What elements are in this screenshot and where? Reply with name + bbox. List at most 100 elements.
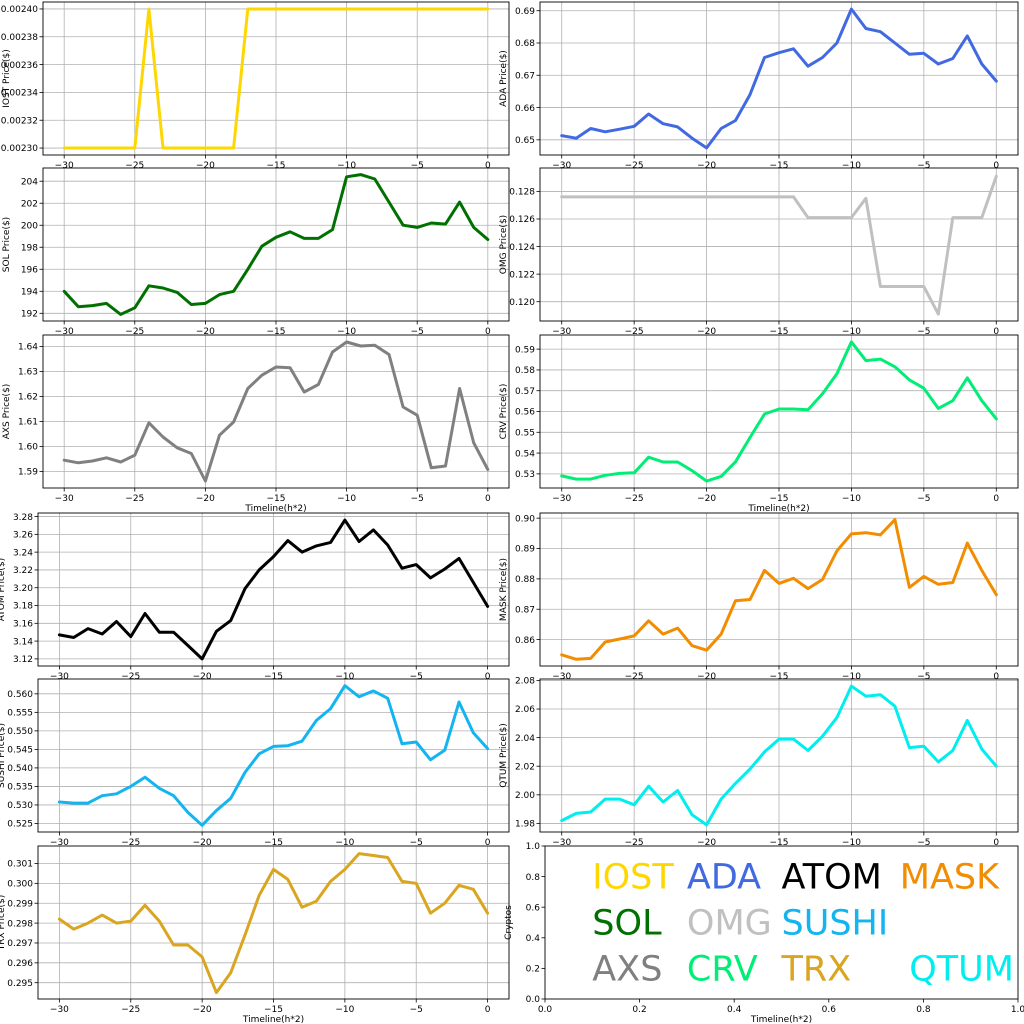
axes-frame (37, 845, 510, 1000)
x-tick-label: −25 (625, 672, 644, 682)
y-tick-label: 198 (21, 243, 38, 253)
x-tick-label: −5 (410, 672, 423, 682)
x-tick-label: −10 (337, 494, 356, 504)
x-axis-label: Timeline(h*2) (750, 1015, 812, 1024)
x-tick-label: −20 (193, 1005, 212, 1015)
y-tick-label: 0.296 (7, 959, 33, 969)
y-tick-label: 0.545 (7, 746, 33, 756)
x-tick-label: 0 (485, 494, 491, 504)
x-tick-label: −10 (335, 672, 354, 682)
x-tick-label: −5 (917, 327, 930, 337)
y-tick-label: 0.66 (515, 104, 535, 114)
panel-5: −30 −25 −20 −15 −10 −5 0 0.53 0.54 0.55 0.56 0.57 0.… (499, 334, 1019, 514)
y-tick-label: 1.62 (18, 393, 38, 403)
y-tick-label: 3.24 (13, 548, 33, 558)
x-tick-label: −15 (264, 838, 283, 848)
y-tick-label: 0.120 (509, 298, 535, 308)
x-tick-label: −20 (196, 327, 215, 337)
x-tick-label: −5 (410, 838, 423, 848)
x-tick-label: −10 (842, 672, 861, 682)
y-tick-label: 0.8 (526, 873, 541, 883)
axes-frame (544, 845, 1019, 1000)
x-tick-label: −10 (842, 161, 861, 171)
x-tick-label: −30 (552, 494, 571, 504)
x-tick-label: −25 (625, 161, 644, 171)
y-tick-label: 194 (21, 287, 38, 297)
y-axis-label: TRX Price($) (0, 895, 7, 951)
axes-frame (37, 512, 510, 667)
y-tick-label: 204 (21, 177, 38, 187)
y-tick-label: 0.00236 (1, 61, 38, 71)
axes-frame (42, 167, 510, 322)
x-tick-label: −25 (121, 1005, 140, 1015)
y-tick-label: 3.20 (13, 584, 33, 594)
y-tick-label: 0.530 (7, 801, 33, 811)
x-tick-label: 0 (485, 672, 491, 682)
x-tick-label: −30 (50, 672, 69, 682)
y-tick-label: 200 (21, 221, 38, 231)
panel-6: −30 −25 −20 −15 −10 −5 0 3.12 3.14 3.16 3.18 3.20 3.… (0, 512, 510, 682)
series-line (62, 7, 490, 150)
panel-2: −30 −25 −20 −15 −10 −5 0 192 194 196 198 200 202 204 S… (2, 167, 510, 337)
x-tick-label: −5 (917, 161, 930, 171)
x-tick-label: −20 (697, 161, 716, 171)
x-tick-label: 0 (993, 672, 999, 682)
y-tick-label: 2.06 (515, 705, 535, 715)
y-tick-label: 0.298 (7, 919, 33, 929)
series-line (57, 518, 490, 661)
x-tick-label: 0 (993, 327, 999, 337)
y-tick-label: 1.61 (18, 418, 38, 428)
x-tick-label: −30 (552, 161, 571, 171)
y-tick-label: 3.28 (13, 513, 33, 523)
y-tick-label: 0.0 (526, 995, 541, 1005)
crypto-label: AXS (592, 949, 662, 989)
y-tick-label: 0.00234 (1, 89, 38, 99)
y-tick-label: 0.88 (515, 575, 535, 585)
panel-3: −30 −25 −20 −15 −10 −5 0 0.120 0.122 0.124 0.126 0.… (499, 167, 1019, 337)
x-tick-label: −15 (264, 672, 283, 682)
y-tick-label: 0.124 (509, 243, 535, 253)
y-tick-label: 0.550 (7, 727, 33, 737)
x-tick-label: −10 (842, 838, 861, 848)
y-tick-label: 1.63 (18, 368, 38, 378)
x-tick-label: −15 (267, 161, 286, 171)
y-tick-label: 0.555 (7, 709, 33, 719)
y-axis-label: OMG Price($) (499, 215, 509, 274)
panel-1: −30 −25 −20 −15 −10 −5 0 0.65 0.66 0.67 0.68 0.69 AD… (499, 1, 1019, 171)
y-tick-label: 0.90 (515, 514, 535, 524)
y-tick-label: 1.0 (526, 842, 541, 852)
crypto-label: OMG (687, 904, 772, 944)
x-tick-label: −25 (625, 838, 644, 848)
crypto-label: QTUM (909, 949, 1014, 989)
y-tick-label: 0.535 (7, 783, 33, 793)
x-tick-label: −25 (125, 494, 144, 504)
y-tick-label: 2.04 (515, 734, 535, 744)
y-tick-label: 0.54 (515, 449, 535, 459)
y-axis-label: ADA Price($) (499, 50, 509, 107)
series-line (560, 340, 998, 483)
x-tick-label: −5 (411, 327, 424, 337)
series-line (57, 684, 490, 827)
y-tick-label: 0.525 (7, 820, 33, 830)
series-line (62, 173, 490, 316)
y-tick-label: 0.55 (515, 428, 535, 438)
axes-frame (539, 334, 1019, 489)
y-tick-label: 0.300 (7, 880, 33, 890)
axes-frame (37, 678, 510, 833)
y-tick-label: 1.98 (515, 820, 535, 830)
x-tick-label: −30 (55, 494, 74, 504)
x-tick-label: 0 (485, 1005, 491, 1015)
y-axis-label: ATOM Price($) (0, 558, 7, 621)
panel-8: −30 −25 −20 −15 −10 −5 0 0.525 0.530 0.535 0.540 0.… (0, 678, 510, 848)
x-tick-label: 0.4 (727, 1005, 742, 1015)
x-tick-label: 0.6 (822, 1005, 837, 1015)
y-tick-label: 0.6 (526, 903, 541, 913)
x-tick-label: −20 (697, 327, 716, 337)
y-tick-label: 196 (21, 265, 38, 275)
y-tick-label: 0.53 (515, 470, 535, 480)
x-tick-label: −20 (697, 494, 716, 504)
y-tick-label: 2.00 (515, 791, 535, 801)
y-tick-label: 0.86 (515, 636, 535, 646)
series-line (560, 684, 998, 827)
crypto-label: MASK (900, 858, 1000, 898)
